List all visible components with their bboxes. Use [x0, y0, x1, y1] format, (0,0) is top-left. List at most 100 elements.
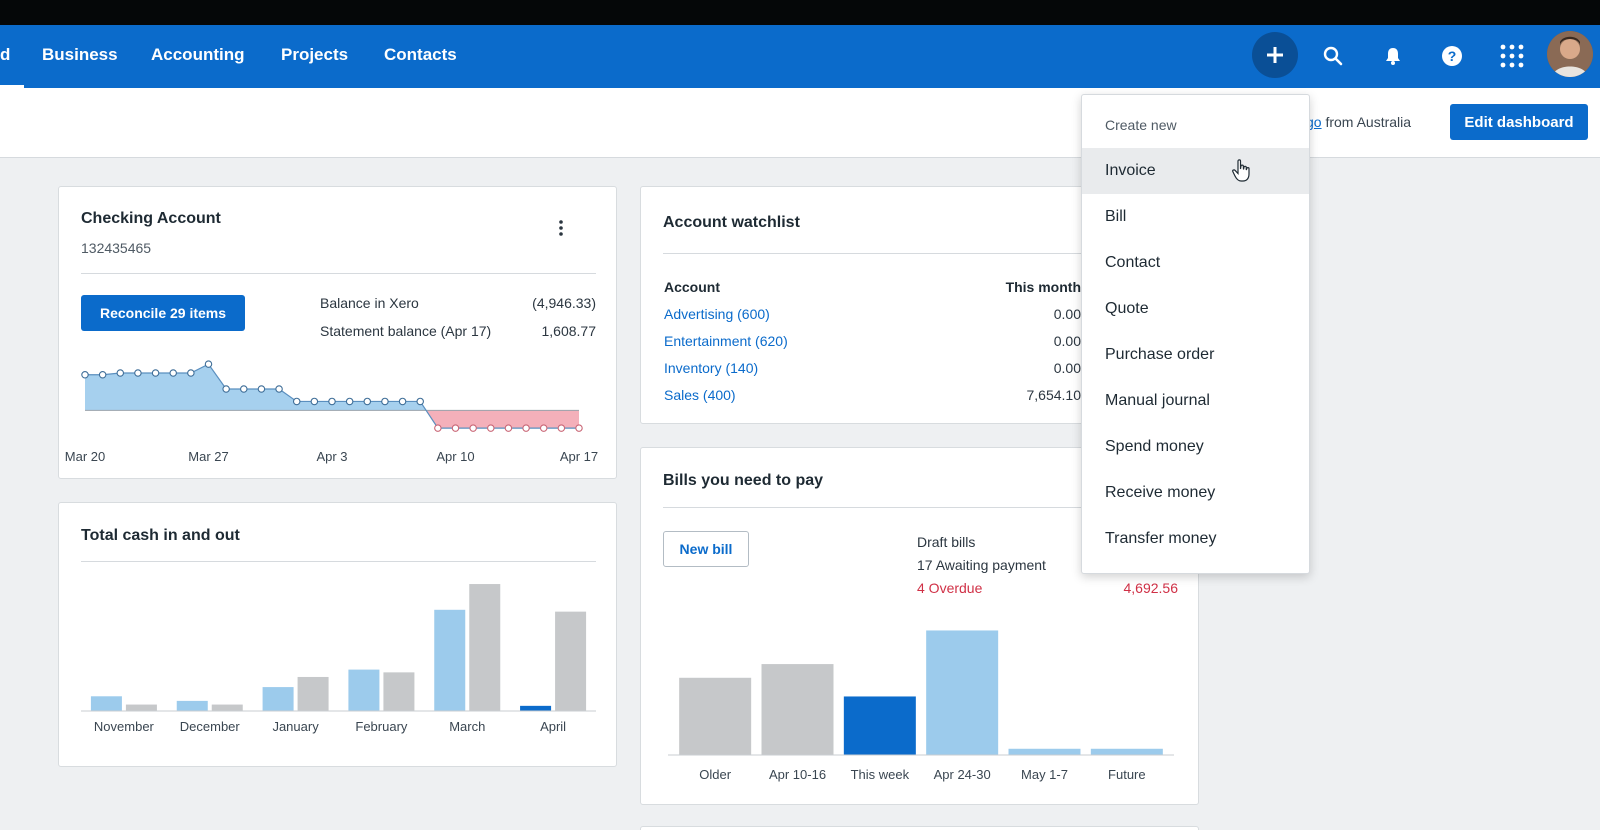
balance-point	[416, 397, 424, 406]
create-new-button[interactable]	[1252, 32, 1298, 78]
bills-bar	[761, 664, 834, 755]
card-divider	[663, 253, 1178, 254]
bills-x-tick: Older	[699, 767, 731, 782]
overdue-label[interactable]: 4 Overdue	[917, 580, 983, 596]
bills-bar-chart: Older Apr 10-16 This week Apr 24-30 May 1-7 F…	[668, 630, 1174, 782]
top-navigation: d Business Accounting Projects Contacts …	[0, 25, 1600, 88]
balance-point	[363, 397, 372, 406]
balance-point	[451, 424, 460, 432]
cash-x-tick: December	[180, 719, 241, 734]
cash-out-bar	[555, 611, 587, 711]
user-avatar[interactable]	[1547, 31, 1593, 77]
balance-x-tick: Mar 20	[65, 449, 105, 464]
cash-x-tick: January	[272, 719, 319, 734]
nav-item-business[interactable]: Business	[42, 45, 118, 64]
help-button[interactable]: ?	[1435, 39, 1469, 73]
balance-point	[116, 369, 125, 377]
statement-balance-value: 1,608.77	[541, 323, 597, 339]
bills-bar	[1090, 748, 1163, 755]
balance-point	[381, 397, 389, 406]
bills-bar	[679, 677, 752, 755]
help-icon: ?	[1442, 46, 1462, 66]
balance-negative-area	[426, 410, 579, 429]
avatar-image-icon	[1547, 31, 1593, 77]
balance-point	[98, 371, 107, 379]
bills-title: Bills you need to pay	[663, 472, 824, 489]
nav-item-contacts[interactable]: Contacts	[384, 45, 457, 64]
bills-x-tick: Apr 10-16	[769, 767, 826, 782]
balance-point	[187, 369, 195, 377]
balance-point	[204, 360, 213, 368]
bills-x-tick: Future	[1108, 767, 1146, 782]
total-cash-card: Total cash in and out November December Ja…	[58, 502, 617, 767]
balance-point	[134, 369, 142, 377]
plus-icon	[1267, 47, 1283, 63]
apps-button[interactable]	[1495, 39, 1529, 73]
cash-in-bar	[262, 687, 294, 711]
create-manual-journal-item[interactable]: Manual journal	[1105, 392, 1210, 409]
watchlist-account-link[interactable]: Advertising (600)	[664, 306, 770, 322]
cash-x-tick: November	[94, 719, 155, 734]
card-divider	[663, 507, 1178, 508]
nav-item-projects[interactable]: Projects	[281, 45, 349, 64]
balance-point	[522, 424, 530, 432]
balance-area-chart: Mar 20 Mar 27 Apr 3 Apr 10 Apr 17	[65, 360, 598, 464]
watchlist-account-link[interactable]: Sales (400)	[664, 387, 736, 403]
card-menu-button[interactable]	[551, 216, 571, 240]
watchlist-month-value: 0.00	[1053, 360, 1081, 376]
cash-in-bar	[348, 669, 380, 711]
balance-point	[539, 424, 548, 432]
watchlist-title: Account watchlist	[663, 214, 800, 231]
balance-xero-value: (4,946.33)	[532, 295, 596, 311]
cash-out-bar	[211, 704, 243, 711]
bills-bar	[1008, 748, 1081, 755]
create-contact-item[interactable]: Contact	[1105, 254, 1161, 271]
balance-x-tick: Mar 27	[188, 449, 228, 464]
cash-in-bar	[176, 700, 208, 711]
more-vertical-icon	[559, 220, 563, 236]
watchlist-col-month: This month	[1005, 279, 1081, 295]
create-purchase-order-item[interactable]: Purchase order	[1105, 346, 1215, 363]
balance-point	[469, 424, 477, 432]
balance-point	[257, 385, 266, 393]
watchlist-account-link[interactable]: Inventory (140)	[664, 360, 759, 376]
watchlist-account-link[interactable]: Entertainment (620)	[664, 333, 788, 349]
create-bill-item[interactable]: Bill	[1105, 208, 1127, 225]
watchlist-col-account: Account	[664, 279, 720, 295]
create-transfer-money-item[interactable]: Transfer money	[1105, 530, 1217, 547]
create-receive-money-item[interactable]: Receive money	[1105, 484, 1216, 501]
create-spend-money-item[interactable]: Spend money	[1105, 438, 1204, 455]
hand-pointer-icon	[1232, 159, 1250, 182]
search-button[interactable]	[1316, 39, 1350, 73]
balance-x-tick: Apr 17	[560, 449, 598, 464]
nav-item-accounting[interactable]: Accounting	[151, 45, 245, 64]
cash-bar-chart: November December January February March Apri…	[81, 584, 596, 734]
card-divider	[81, 561, 596, 562]
dropdown-header: Create new	[1105, 117, 1177, 133]
draft-bills-label[interactable]: Draft bills	[917, 534, 976, 550]
create-invoice-item[interactable]: Invoice	[1082, 148, 1309, 194]
new-bill-button[interactable]: New bill	[663, 531, 749, 567]
search-icon	[1323, 46, 1343, 66]
notifications-button[interactable]	[1376, 39, 1410, 73]
balance-point	[398, 397, 407, 406]
window-top-bar	[0, 0, 1600, 25]
balance-point	[292, 397, 301, 406]
cash-in-bar	[434, 609, 466, 711]
create-new-dropdown: Create new Invoice Bill Contact Quote Pu…	[1081, 94, 1310, 574]
reconcile-button[interactable]: Reconcile 29 items	[81, 295, 245, 331]
cash-in-bar	[90, 696, 122, 711]
balance-point	[487, 424, 495, 432]
edit-dashboard-button[interactable]: Edit dashboard	[1450, 104, 1588, 140]
watchlist-month-value: 0.00	[1053, 306, 1081, 322]
svg-text:?: ?	[1448, 48, 1457, 64]
awaiting-payment-label[interactable]: 17 Awaiting payment	[917, 557, 1046, 573]
balance-xero-label: Balance in Xero	[320, 295, 419, 311]
total-cash-title: Total cash in and out	[81, 527, 240, 544]
cash-out-bar	[383, 672, 415, 711]
nav-item-dashboard[interactable]: d	[0, 45, 11, 64]
account-number: 132435465	[81, 240, 152, 256]
bills-x-tick: May 1-7	[1021, 767, 1068, 782]
org-info: go from Australia	[1306, 114, 1411, 130]
create-quote-item[interactable]: Quote	[1105, 300, 1149, 317]
